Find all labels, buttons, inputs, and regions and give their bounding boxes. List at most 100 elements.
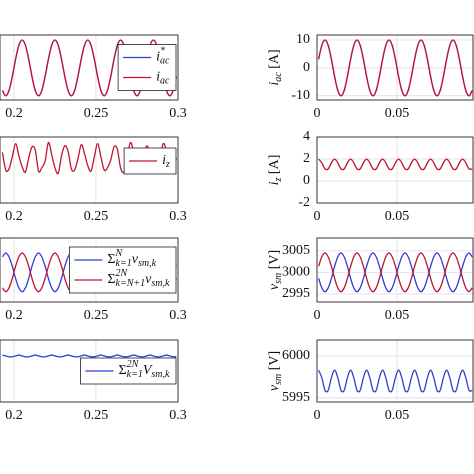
- x-tick-label: 0: [314, 106, 321, 121]
- label-part: sm: [273, 374, 284, 385]
- label-part: v: [267, 384, 282, 391]
- label-part: z: [273, 177, 284, 182]
- x-tick-label: 0.2: [5, 408, 23, 423]
- y-axis-label: vsm [V]: [267, 250, 284, 290]
- label-part: ac: [273, 72, 284, 82]
- legend: Σ2N k=1Vsm,k: [80, 357, 177, 385]
- y-tick-label: 2: [303, 151, 310, 166]
- legend-label: iz: [162, 153, 170, 170]
- plot-frame: [316, 339, 474, 403]
- legend-label: Σ2N k=N+1vsm,k: [107, 268, 170, 289]
- x-tick-label: 0.2: [5, 308, 23, 323]
- label-part: *: [160, 46, 165, 57]
- plot-frame: [0, 136, 179, 204]
- label-part: Σ: [107, 272, 115, 287]
- label-part: i: [156, 50, 160, 65]
- series-line: [318, 369, 473, 393]
- plot-frame: [316, 34, 474, 101]
- x-tick-label: 0: [314, 308, 321, 323]
- x-tick-label: 0.2: [5, 106, 23, 121]
- x-tick-label: 0.25: [84, 408, 109, 423]
- y-axis-label: iz [A]: [267, 155, 284, 186]
- plot-frame: [316, 136, 474, 204]
- label-part: [V]: [267, 351, 282, 374]
- label-part: [A]: [267, 49, 282, 72]
- y-tick-label: -10: [291, 88, 310, 103]
- label-part: ac: [160, 56, 170, 67]
- plot-frame: [0, 34, 179, 101]
- label-part: sm,k: [151, 369, 170, 380]
- y-tick-label: 5995: [282, 390, 310, 405]
- label-part: sm: [273, 273, 284, 284]
- x-tick-label: 0.25: [84, 106, 109, 121]
- label-part: N: [115, 248, 124, 259]
- label-part: k=1: [127, 369, 143, 380]
- series-line: [318, 158, 473, 171]
- y-tick-label: 10: [296, 32, 310, 47]
- label-part: [A]: [267, 155, 282, 178]
- x-tick-label: 0.3: [169, 308, 187, 323]
- legend: iz: [123, 147, 177, 175]
- y-tick-label: 6000: [282, 348, 310, 363]
- y-axis-label: iac [A]: [267, 49, 284, 85]
- series-line: [317, 252, 473, 293]
- label-part: v: [145, 272, 152, 287]
- x-tick-label: 0.05: [385, 408, 410, 423]
- x-tick-label: 0.05: [385, 106, 410, 121]
- label-part: [V]: [267, 250, 282, 273]
- x-tick-label: 0.25: [84, 308, 109, 323]
- legend-label: Σ2N k=1Vsm,k: [118, 359, 170, 380]
- y-tick-label: 0: [303, 60, 310, 75]
- x-tick-label: 0.3: [169, 408, 187, 423]
- plot-frame: [316, 237, 474, 303]
- label-part: i: [267, 181, 282, 185]
- series-line: [1, 141, 177, 175]
- label-part: k=1: [116, 258, 132, 269]
- x-tick-label: 0: [314, 209, 321, 224]
- y-tick-label: 3005: [282, 243, 310, 258]
- x-tick-label: 0: [314, 408, 321, 423]
- label-part: ac: [160, 76, 170, 87]
- label-part: v: [267, 283, 282, 290]
- legend-box: [117, 44, 177, 91]
- x-tick-label: 0.3: [169, 106, 187, 121]
- plot-frame: [0, 339, 179, 403]
- y-tick-label: 3000: [282, 265, 310, 280]
- x-tick-label: 0.3: [169, 209, 187, 224]
- series-line: [317, 252, 473, 293]
- plot-frame: [0, 237, 179, 303]
- label-part: V: [143, 363, 153, 378]
- label-part: Σ: [107, 252, 115, 267]
- label-part: k=N+1: [116, 278, 146, 289]
- label-part: i: [156, 70, 160, 85]
- label-part: 2N: [127, 359, 140, 370]
- legend-label: iac: [156, 70, 170, 87]
- y-tick-label: 2995: [282, 286, 310, 301]
- x-tick-label: 0.25: [84, 209, 109, 224]
- x-tick-label: 0.05: [385, 209, 410, 224]
- series-line: [317, 39, 473, 97]
- label-part: sm,k: [151, 278, 170, 289]
- label-part: v: [132, 252, 139, 267]
- legend-label: ΣN k=1vsm,k: [107, 248, 156, 269]
- y-tick-label: -2: [298, 195, 310, 210]
- legend-box: [69, 246, 177, 294]
- label-part: Σ: [118, 363, 126, 378]
- x-tick-label: 0.05: [385, 308, 410, 323]
- label-part: 2N: [116, 268, 129, 279]
- legend-label: i* ac: [156, 46, 170, 67]
- label-part: z: [165, 159, 170, 170]
- y-axis-label: vsm [V]: [267, 351, 284, 391]
- y-tick-label: 4: [303, 129, 310, 144]
- label-part: i: [162, 153, 166, 168]
- x-tick-label: 0.2: [5, 209, 23, 224]
- series-line: [2, 354, 177, 358]
- y-tick-label: 0: [303, 173, 310, 188]
- label-part: i: [267, 82, 282, 86]
- label-part: sm,k: [138, 258, 157, 269]
